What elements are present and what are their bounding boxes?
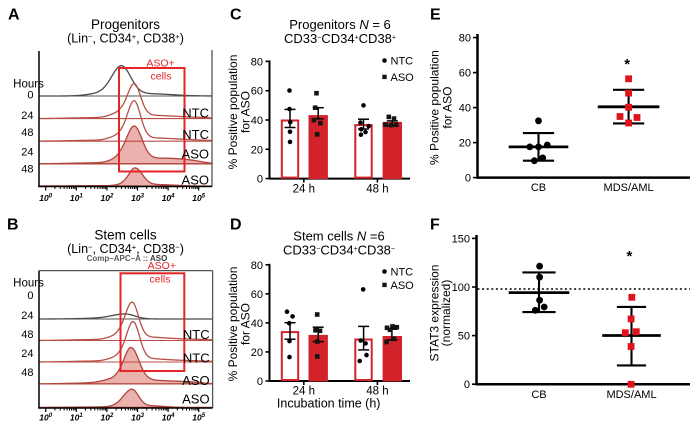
svg-text:A: A [8,7,20,24]
svg-text:% Positive population: % Positive population [226,55,240,170]
svg-text:48: 48 [21,164,33,176]
svg-text:48: 48 [21,127,33,139]
svg-text:MDS/AML: MDS/AML [606,389,656,401]
svg-text:0: 0 [257,376,263,388]
svg-text:48: 48 [21,329,33,341]
svg-text:NTC: NTC [183,351,210,366]
svg-text:B: B [7,217,19,234]
svg-text:60: 60 [251,86,263,98]
svg-text:100: 100 [39,413,52,423]
svg-text:20: 20 [251,144,263,156]
svg-text:0: 0 [464,379,470,391]
svg-text:100: 100 [39,193,52,203]
svg-text:for ASO: for ASO [441,87,455,129]
svg-text:101: 101 [70,193,83,203]
svg-text:(normalized): (normalized) [439,280,453,347]
svg-text:C: C [230,7,242,24]
svg-text:ASO: ASO [182,172,209,187]
svg-text:24: 24 [21,110,33,122]
svg-text:Stem cells N =6: Stem cells N =6 [293,229,384,244]
svg-text:MDS/AML: MDS/AML [604,182,654,194]
svg-text:ASO+: ASO+ [148,260,176,272]
svg-text:40: 40 [251,115,263,127]
svg-text:40: 40 [251,318,263,330]
svg-text:ASO: ASO [391,280,415,292]
svg-text:150: 150 [452,233,470,245]
svg-text:103: 103 [131,193,144,203]
svg-text:ASO: ASO [182,147,209,162]
svg-text:E: E [430,7,441,24]
svg-text:24: 24 [21,310,33,322]
svg-text:Progenitors N = 6: Progenitors N = 6 [289,17,391,32]
svg-text:105: 105 [192,193,205,203]
svg-text:% Positive population: % Positive population [428,50,442,165]
svg-text:104: 104 [162,193,175,203]
svg-text:Hours: Hours [13,79,44,91]
svg-text:80: 80 [251,56,263,68]
svg-text:CB: CB [531,389,546,401]
svg-text:100: 100 [452,282,470,294]
svg-text:F: F [430,217,440,234]
svg-text:CB: CB [531,182,546,194]
svg-text:48 h: 48 h [366,184,388,196]
svg-text:105: 105 [192,413,205,423]
svg-text:20: 20 [251,347,263,359]
svg-text:*: * [626,248,632,265]
svg-text:ASO: ASO [391,72,415,84]
svg-text:103: 103 [131,413,144,423]
svg-text:STAT3 expression: STAT3 expression [428,265,442,362]
svg-text:ASO: ASO [182,373,209,388]
svg-text:Progenitors: Progenitors [91,17,160,32]
svg-text:Comp–APC–A :: ASO: Comp–APC–A :: ASO [87,254,168,263]
svg-text:60: 60 [459,68,471,80]
svg-text:NTC: NTC [182,127,209,142]
svg-text:24: 24 [21,147,33,159]
svg-text:(Lin−, CD34+, CD38−): (Lin−, CD34+, CD38−) [67,242,184,256]
svg-text:24 h: 24 h [293,184,315,196]
svg-text:102: 102 [100,193,113,203]
svg-text:102: 102 [100,413,113,423]
svg-text:D: D [230,217,242,234]
svg-text:0: 0 [27,89,33,101]
svg-text:48: 48 [21,367,33,379]
svg-text:80: 80 [459,33,471,45]
svg-text:cells: cells [150,71,171,83]
svg-text:0: 0 [257,174,263,186]
svg-text:40: 40 [459,103,471,115]
svg-text:NTC: NTC [183,327,210,342]
svg-text:ASO: ASO [182,391,209,406]
svg-text:ASO+: ASO+ [146,58,174,70]
svg-text:20: 20 [459,138,471,150]
svg-text:Hours: Hours [13,278,44,290]
svg-text:0: 0 [465,173,471,185]
svg-text:Incubation time (h): Incubation time (h) [277,397,381,411]
svg-text:0: 0 [27,290,33,302]
svg-text:(Lin−, CD34+, CD38+): (Lin−, CD34+, CD38+) [67,32,184,46]
svg-text:50: 50 [458,331,470,343]
svg-text:104: 104 [162,413,175,423]
svg-text:for ASO: for ASO [239,303,253,345]
svg-text:101: 101 [70,413,83,423]
svg-text:80: 80 [251,260,263,272]
svg-text:24 h: 24 h [293,386,315,398]
svg-text:NTC: NTC [391,267,414,279]
svg-text:NTC: NTC [182,106,209,121]
svg-text:cells: cells [149,274,170,286]
svg-text:CD33−CD34+CD38+: CD33−CD34+CD38+ [284,31,396,46]
svg-text:48 h: 48 h [366,386,388,398]
svg-text:*: * [624,56,630,73]
svg-text:for ASO: for ASO [239,91,253,133]
svg-text:NTC: NTC [391,56,414,68]
svg-text:60: 60 [251,289,263,301]
svg-text:% Positive population: % Positive population [226,267,240,382]
svg-text:Stem cells: Stem cells [94,228,157,243]
svg-text:24: 24 [21,348,33,360]
svg-text:CD33−CD34+CD38−: CD33−CD34+CD38− [283,243,395,258]
